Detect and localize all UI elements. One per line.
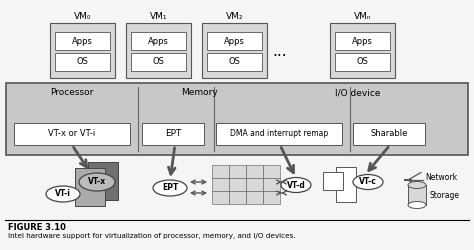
- Text: VT-c: VT-c: [359, 178, 377, 186]
- Text: ...: ...: [273, 44, 287, 59]
- Ellipse shape: [353, 174, 383, 190]
- Ellipse shape: [79, 173, 115, 191]
- Text: VM₁: VM₁: [150, 12, 167, 21]
- Ellipse shape: [408, 202, 426, 208]
- Bar: [263, 191, 280, 204]
- Bar: [335, 53, 390, 71]
- Text: DMA and interrupt remap: DMA and interrupt remap: [230, 130, 328, 138]
- Text: EPT: EPT: [162, 184, 178, 192]
- Text: VMₙ: VMₙ: [354, 12, 371, 21]
- Bar: [126, 23, 191, 78]
- Bar: [353, 123, 425, 145]
- Text: OS: OS: [228, 58, 240, 66]
- Bar: [50, 23, 115, 78]
- Text: Apps: Apps: [352, 36, 373, 46]
- Bar: [263, 165, 280, 178]
- Bar: [330, 23, 395, 78]
- Text: OS: OS: [356, 58, 368, 66]
- Bar: [229, 191, 246, 204]
- Bar: [75, 168, 105, 206]
- Ellipse shape: [408, 182, 426, 188]
- Text: I/O device: I/O device: [335, 88, 381, 97]
- Bar: [207, 53, 262, 71]
- Bar: [216, 123, 342, 145]
- Bar: [207, 32, 262, 50]
- Bar: [229, 165, 246, 178]
- Text: Storage: Storage: [430, 192, 460, 200]
- Text: VM₀: VM₀: [74, 12, 91, 21]
- Bar: [142, 123, 204, 145]
- Text: Sharable: Sharable: [370, 130, 408, 138]
- Text: OS: OS: [77, 58, 89, 66]
- Text: VT-d: VT-d: [287, 180, 305, 190]
- Text: Network: Network: [425, 174, 457, 182]
- Text: OS: OS: [153, 58, 164, 66]
- Bar: [131, 53, 186, 71]
- Text: Apps: Apps: [224, 36, 245, 46]
- Bar: [131, 32, 186, 50]
- Text: Memory: Memory: [182, 88, 219, 97]
- Bar: [55, 32, 110, 50]
- Text: Processor: Processor: [50, 88, 94, 97]
- Text: Intel hardware support for virtualization of processor, memory, and I/O devices.: Intel hardware support for virtualizatio…: [8, 233, 296, 239]
- Text: VT-i: VT-i: [55, 190, 71, 198]
- Bar: [212, 165, 229, 178]
- Bar: [246, 191, 263, 204]
- Bar: [246, 178, 263, 191]
- Text: Apps: Apps: [72, 36, 93, 46]
- Text: FIGURE 3.10: FIGURE 3.10: [8, 223, 66, 232]
- Bar: [335, 32, 390, 50]
- Bar: [88, 162, 118, 200]
- Ellipse shape: [281, 178, 311, 192]
- Ellipse shape: [46, 186, 80, 202]
- Bar: [202, 23, 267, 78]
- Bar: [212, 191, 229, 204]
- Bar: [336, 167, 356, 202]
- Bar: [323, 172, 343, 190]
- Ellipse shape: [153, 180, 187, 196]
- Bar: [408, 185, 426, 205]
- Bar: [263, 178, 280, 191]
- Text: VT-x or VT-i: VT-x or VT-i: [48, 130, 96, 138]
- Text: VM₂: VM₂: [226, 12, 243, 21]
- Bar: [212, 178, 229, 191]
- Text: EPT: EPT: [165, 130, 181, 138]
- Bar: [55, 53, 110, 71]
- Bar: [229, 178, 246, 191]
- Bar: [6, 83, 468, 155]
- Bar: [246, 165, 263, 178]
- Text: Apps: Apps: [148, 36, 169, 46]
- Text: VT-x: VT-x: [88, 178, 106, 186]
- Bar: [14, 123, 130, 145]
